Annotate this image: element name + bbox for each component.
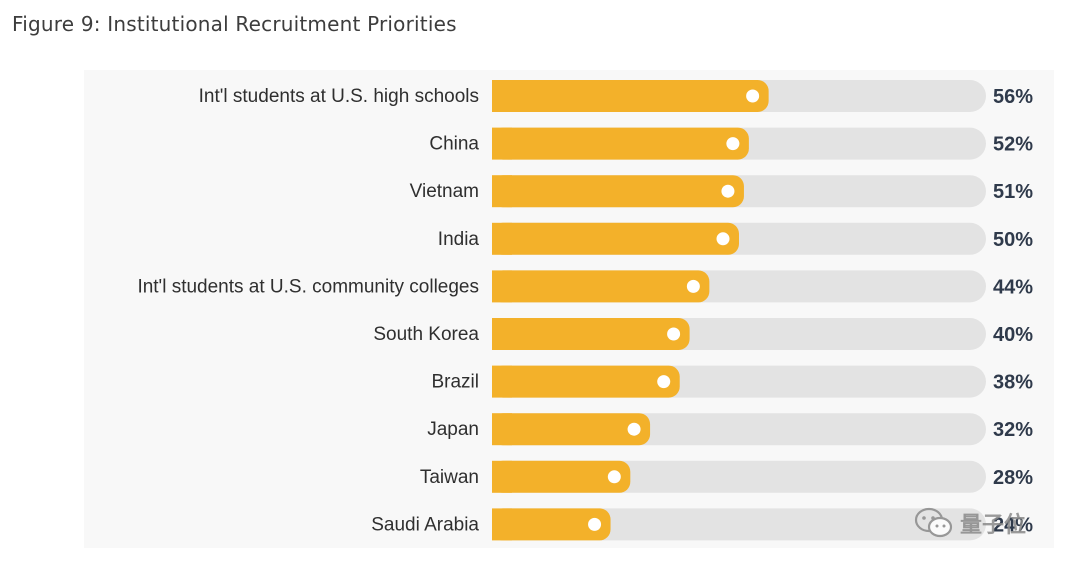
value-label: 32% <box>993 419 1033 441</box>
watermark: 量子位 <box>914 506 1026 540</box>
bar-fill-rounded <box>492 175 744 208</box>
bar-marker <box>721 184 735 198</box>
value-label: 52% <box>993 134 1033 156</box>
bar-fill-left-edge <box>492 460 512 493</box>
category-label: Int'l students at U.S. high schools <box>199 86 479 107</box>
category-label: Vietnam <box>410 181 479 202</box>
bar-fill <box>492 460 631 493</box>
bar-marker <box>607 470 621 484</box>
bar-fill-rounded <box>492 460 631 493</box>
bar-fill-rounded <box>492 127 749 160</box>
bar-marker <box>657 375 671 389</box>
bar-fill <box>492 318 690 350</box>
wechat-icon <box>914 507 953 538</box>
value-label: 56% <box>993 86 1033 108</box>
value-label: 50% <box>993 229 1033 251</box>
bar-fill-rounded <box>492 80 769 112</box>
bar-track <box>492 508 986 541</box>
category-label: Int'l students at U.S. community college… <box>137 276 479 297</box>
bar-marker <box>726 137 740 151</box>
bar-fill <box>492 175 744 208</box>
bar-fill <box>492 270 710 303</box>
value-label: 40% <box>993 324 1033 346</box>
bar-marker <box>588 517 602 531</box>
value-label: 44% <box>993 276 1033 298</box>
bar-fill-left-edge <box>492 80 512 112</box>
bar-fill-left-edge <box>492 222 512 255</box>
watermark-text: 量子位 <box>960 513 1027 538</box>
bar-fill-rounded <box>492 318 690 350</box>
category-label: Japan <box>427 419 479 440</box>
bar-fill-left-edge <box>492 413 512 446</box>
value-label: 38% <box>993 372 1033 394</box>
bar-fill-left-edge <box>492 270 512 303</box>
value-label: 24% <box>993 514 1033 536</box>
bar-fill-left-edge <box>492 127 512 160</box>
category-label: India <box>438 229 480 250</box>
bar-fill-left-edge <box>492 508 512 541</box>
bar-fill <box>492 508 611 541</box>
bar-fill-rounded <box>492 413 651 446</box>
bar-fill-left-edge <box>492 175 512 208</box>
bar-marker <box>746 89 760 103</box>
bar-fill <box>492 222 739 255</box>
value-label: 28% <box>993 467 1033 489</box>
category-label: South Korea <box>373 324 479 345</box>
category-label: Saudi Arabia <box>371 514 479 535</box>
bar-fill-left-edge <box>492 318 512 350</box>
bar-fill <box>492 80 769 112</box>
bar-fill <box>492 365 680 398</box>
value-label: 51% <box>993 181 1033 203</box>
bar-marker <box>667 327 681 341</box>
figure-title: Figure 9: Institutional Recruitment Prio… <box>12 12 457 36</box>
bar-fill-rounded <box>492 508 611 541</box>
bar-marker <box>716 232 730 246</box>
category-label: Taiwan <box>420 467 479 488</box>
bar-marker <box>686 279 700 293</box>
bar-fill-rounded <box>492 270 710 303</box>
bar-fill <box>492 413 651 446</box>
category-label: Brazil <box>431 372 479 393</box>
category-label: China <box>429 134 479 155</box>
bar-fill <box>492 127 749 160</box>
bar-fill-rounded <box>492 222 739 255</box>
bar-marker <box>627 422 641 436</box>
bar-fill-left-edge <box>492 365 512 398</box>
bar-fill-rounded <box>492 365 680 398</box>
